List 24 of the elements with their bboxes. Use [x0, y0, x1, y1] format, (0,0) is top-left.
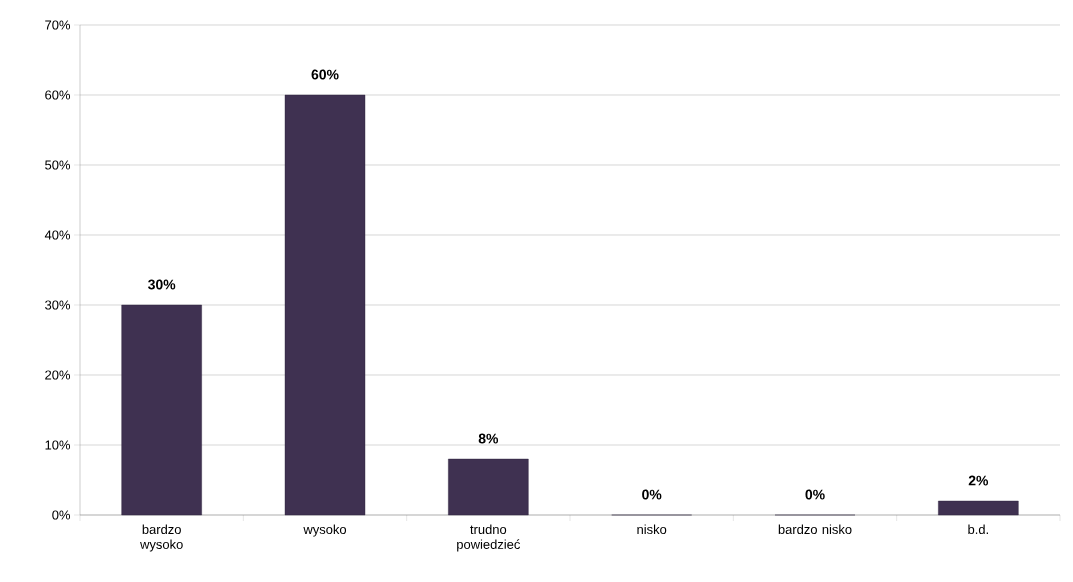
- data-label: 0%: [642, 489, 662, 500]
- bar: [938, 500, 1019, 516]
- data-label: 60%: [311, 69, 339, 80]
- y-tick-label: 10%: [45, 440, 71, 450]
- bar: [284, 94, 366, 516]
- data-label: 2%: [968, 475, 989, 486]
- x-tick-label: bardzo wysoko: [140, 524, 183, 552]
- bar: [448, 458, 529, 516]
- bar: [121, 304, 202, 516]
- y-tick-label: 20%: [45, 370, 71, 380]
- y-tick-label: 50%: [45, 160, 71, 170]
- data-label: 0%: [805, 489, 825, 500]
- x-tick-label: wysoko: [303, 524, 347, 537]
- data-label: 30%: [148, 279, 176, 290]
- x-tick-label: nisko: [637, 524, 667, 535]
- y-tick-label: 70%: [45, 20, 71, 30]
- y-tick-label: 0%: [52, 510, 71, 520]
- x-tick-label: b.d.: [968, 524, 988, 535]
- y-tick-label: 30%: [45, 300, 71, 310]
- x-tick-label: trudno powiedzieć: [457, 524, 521, 552]
- x-tick-label: bardzo nisko: [778, 524, 852, 535]
- y-tick-label: 60%: [45, 90, 71, 100]
- y-tick-label: 40%: [44, 230, 71, 240]
- data-label: 8%: [478, 433, 499, 444]
